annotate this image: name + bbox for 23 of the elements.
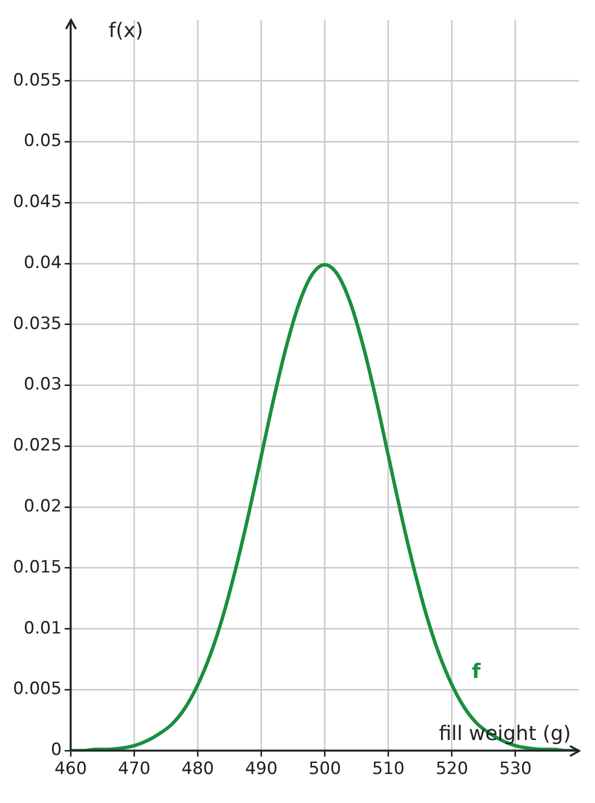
x-tick-label: 510: [372, 759, 405, 780]
x-tick-label: 470: [118, 759, 150, 780]
y-tick-label: 0.025: [12, 436, 62, 456]
y-tick-label: 0.035: [12, 314, 62, 334]
x-tick-label: 480: [182, 759, 214, 780]
y-axis-title: f(x): [108, 18, 144, 42]
y-tick-label: 0.045: [12, 192, 62, 212]
x-tick-label: 520: [436, 759, 468, 780]
y-tick-label: 0: [50, 740, 62, 760]
y-tick-label: 0.01: [24, 618, 62, 638]
series-label: f: [472, 659, 481, 684]
y-tick-label: 0.055: [12, 70, 62, 90]
x-tick-label: 530: [499, 759, 532, 780]
x-tick-label: 490: [245, 759, 278, 780]
line-series: [70, 263, 579, 751]
x-tick-label: 500: [308, 759, 342, 780]
x-tick-label: 460: [54, 759, 87, 780]
y-tick-label: 0.005: [12, 679, 62, 700]
y-tick-label: 0.03: [24, 374, 62, 395]
y-tick-label: 0.05: [24, 131, 62, 152]
y-tick-label: 0.015: [12, 557, 62, 578]
y-tick-label: 0.02: [24, 496, 62, 516]
y-tick-label: 0.04: [24, 252, 62, 273]
